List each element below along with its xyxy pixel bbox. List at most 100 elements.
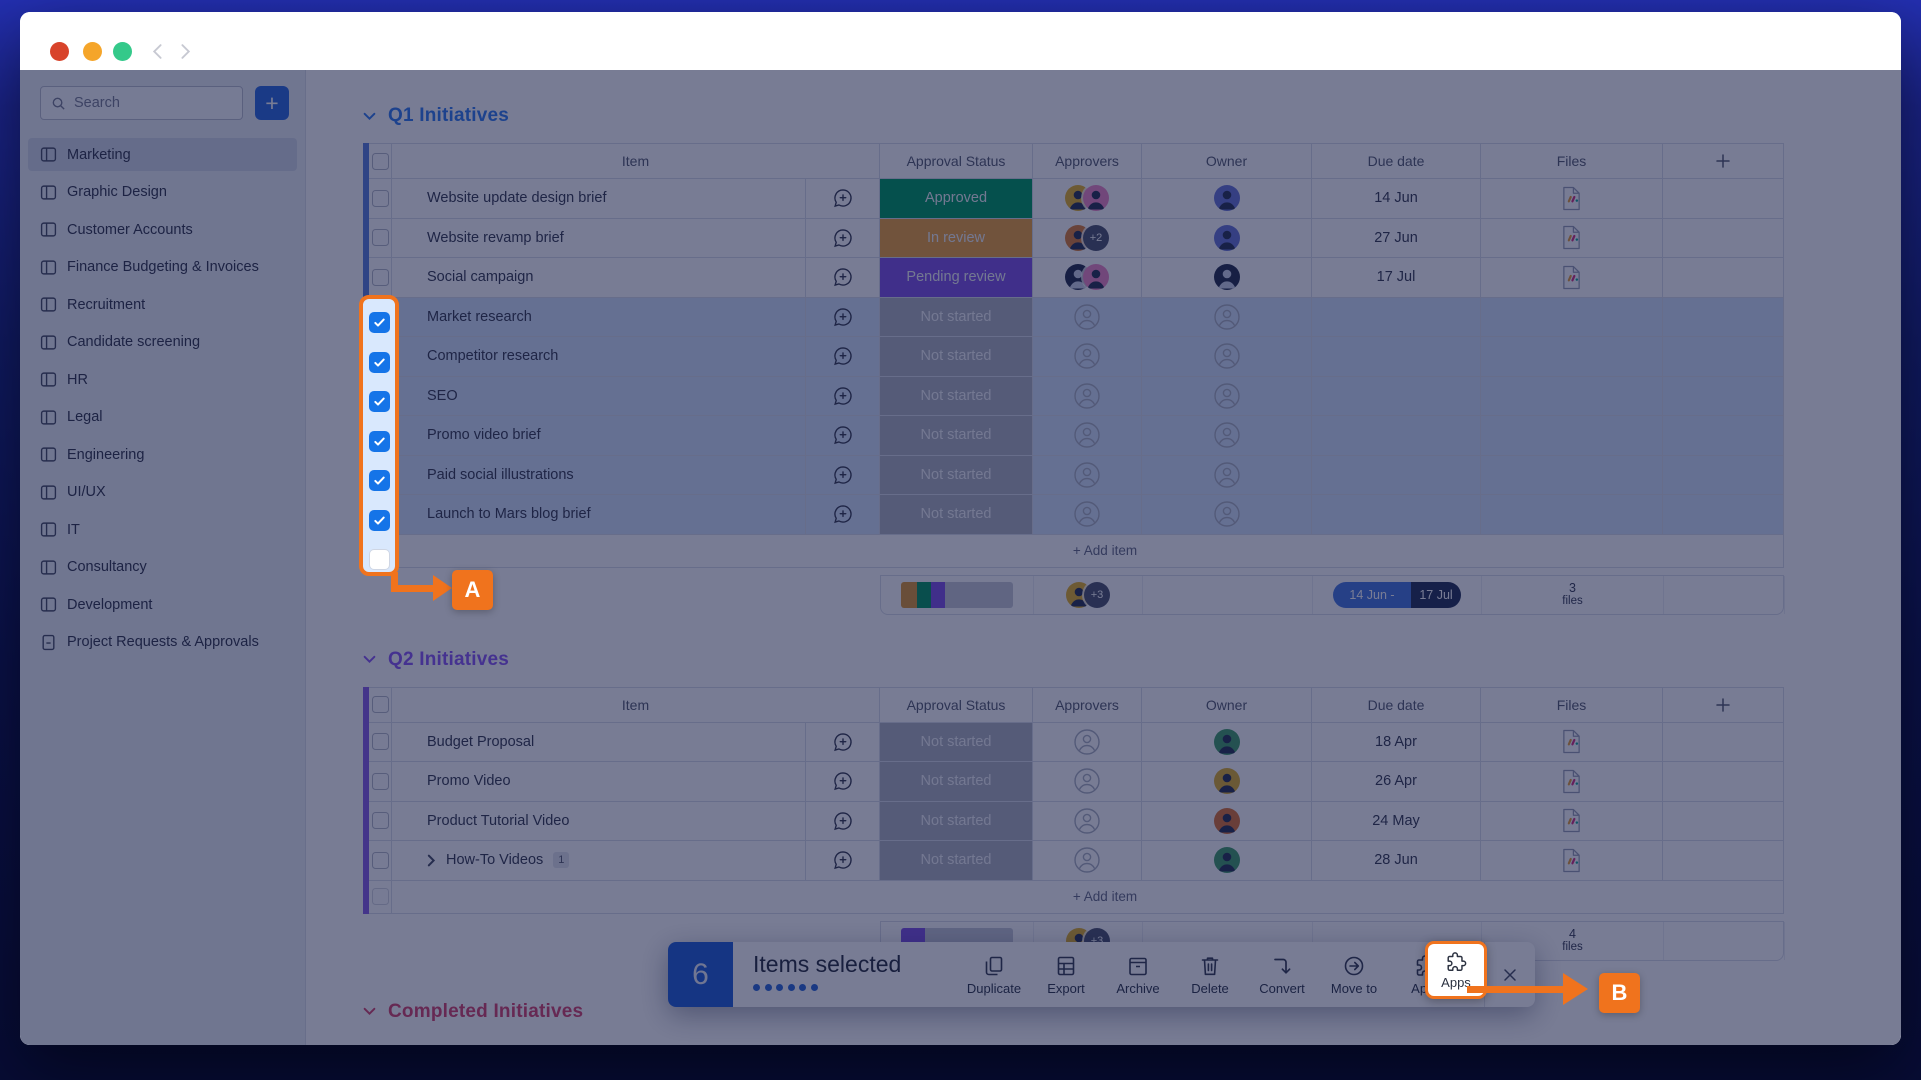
duplicate-button[interactable]: Duplicate: [961, 954, 1027, 996]
sidebar-item-recruitment[interactable]: Recruitment: [28, 288, 297, 321]
approvers-cell[interactable]: [1033, 801, 1142, 841]
add-update-cell[interactable]: [806, 722, 880, 762]
approval-status-cell[interactable]: Not started: [880, 495, 1033, 535]
add-update-cell[interactable]: [806, 218, 880, 258]
approvers-cell[interactable]: [1033, 841, 1142, 881]
archive-button[interactable]: Archive: [1105, 954, 1171, 996]
due-date-cell[interactable]: [1312, 376, 1481, 416]
sidebar-item-engineering[interactable]: Engineering: [28, 438, 297, 471]
column-header-due-date[interactable]: Due date: [1312, 686, 1481, 723]
approvers-cell[interactable]: [1033, 179, 1142, 219]
add-item-row[interactable]: + Add item: [369, 880, 1784, 914]
approvers-cell[interactable]: [1033, 258, 1142, 298]
table-row[interactable]: Launch to Mars blog brief Not started: [369, 495, 1784, 535]
expand-chevron-icon[interactable]: [427, 854, 436, 867]
collapse-group-icon[interactable]: [363, 1007, 376, 1016]
files-cell[interactable]: [1481, 337, 1663, 377]
sidebar-item-graphic-design[interactable]: Graphic Design: [28, 176, 297, 209]
files-cell[interactable]: [1481, 179, 1663, 219]
owner-cell[interactable]: [1142, 297, 1312, 337]
column-header-due-date[interactable]: Due date: [1312, 143, 1481, 179]
sidebar-item-hr[interactable]: HR: [28, 363, 297, 396]
approval-status-cell[interactable]: In review: [880, 218, 1033, 258]
table-row[interactable]: Promo video brief Not started: [369, 416, 1784, 456]
owner-cell[interactable]: [1142, 258, 1312, 298]
add-update-cell[interactable]: [806, 179, 880, 219]
row-checkbox[interactable]: [371, 812, 389, 830]
due-date-cell[interactable]: [1312, 297, 1481, 337]
close-traffic-light[interactable]: [50, 42, 69, 61]
minimize-traffic-light[interactable]: [83, 42, 102, 61]
table-row[interactable]: Competitor research Not started: [369, 337, 1784, 377]
approval-status-cell[interactable]: Not started: [880, 297, 1033, 337]
row-checkbox-checked[interactable]: [368, 430, 390, 452]
owner-cell[interactable]: [1142, 801, 1312, 841]
add-update-cell[interactable]: [806, 376, 880, 416]
row-checkbox[interactable]: [371, 733, 389, 751]
owner-cell[interactable]: [1142, 179, 1312, 219]
empty-person-icon[interactable]: [1074, 304, 1100, 330]
item-name-cell[interactable]: Paid social illustrations: [392, 455, 806, 495]
avatar[interactable]: [1213, 768, 1240, 795]
sidebar-item-consultancy[interactable]: Consultancy: [28, 551, 297, 584]
collapse-group-icon[interactable]: [363, 112, 376, 121]
add-item-label[interactable]: + Add item: [392, 880, 1784, 914]
column-header-files[interactable]: Files: [1481, 143, 1663, 179]
move-to-button[interactable]: Move to: [1321, 954, 1387, 996]
table-row[interactable]: Social campaign Pending review 17 Jul: [369, 258, 1784, 298]
avatar[interactable]: [1213, 185, 1240, 212]
approval-status-cell[interactable]: Pending review: [880, 258, 1033, 298]
column-header-item[interactable]: Item: [392, 143, 880, 179]
files-cell[interactable]: [1481, 258, 1663, 298]
owner-cell[interactable]: [1142, 722, 1312, 762]
due-date-cell[interactable]: [1312, 455, 1481, 495]
approval-status-cell[interactable]: Not started: [880, 762, 1033, 802]
files-cell[interactable]: [1481, 762, 1663, 802]
item-name-cell[interactable]: Launch to Mars blog brief: [392, 495, 806, 535]
approval-status-cell[interactable]: Not started: [880, 337, 1033, 377]
row-checkbox[interactable]: [371, 851, 389, 869]
empty-person-icon[interactable]: [1074, 462, 1100, 488]
empty-person-icon[interactable]: [1213, 462, 1240, 488]
table-row[interactable]: Paid social illustrations Not started: [369, 455, 1784, 495]
due-date-cell[interactable]: 17 Jul: [1312, 258, 1481, 298]
avatar[interactable]: [1083, 185, 1109, 212]
summary-due-range-cell[interactable]: 14 Jun -17 Jul: [1313, 575, 1482, 614]
column-header-approvers[interactable]: Approvers: [1033, 143, 1142, 179]
approval-status-cell[interactable]: Not started: [880, 722, 1033, 762]
close-toolbar-button[interactable]: [1484, 942, 1535, 1007]
due-date-cell[interactable]: 14 Jun: [1312, 179, 1481, 219]
table-row[interactable]: Website update design brief Approved 14 …: [369, 179, 1784, 219]
item-name-cell[interactable]: Competitor research: [392, 337, 806, 377]
summary-approvers-cell[interactable]: +3: [1034, 575, 1143, 614]
add-board-button[interactable]: +: [255, 86, 289, 120]
due-date-cell[interactable]: 18 Apr: [1312, 722, 1481, 762]
approvers-cell[interactable]: [1033, 495, 1142, 535]
empty-person-icon[interactable]: [1074, 808, 1100, 834]
row-checkbox-unchecked[interactable]: [368, 549, 390, 570]
collapse-group-icon[interactable]: [363, 655, 376, 664]
row-checkbox-checked[interactable]: [368, 391, 390, 412]
table-row[interactable]: How-To Videos 1 Not started 28 Jun: [369, 841, 1784, 881]
files-cell[interactable]: [1481, 801, 1663, 841]
approvers-cell[interactable]: [1033, 376, 1142, 416]
sidebar-item-customer-accounts[interactable]: Customer Accounts: [28, 213, 297, 246]
approvers-cell[interactable]: +2: [1033, 218, 1142, 258]
column-header-owner[interactable]: Owner: [1142, 143, 1312, 179]
item-name-cell[interactable]: Website revamp brief: [392, 218, 806, 258]
avatar[interactable]: [1213, 807, 1240, 834]
empty-person-icon[interactable]: [1213, 304, 1240, 330]
item-name-cell[interactable]: Promo Video: [392, 762, 806, 802]
approval-status-cell[interactable]: Not started: [880, 376, 1033, 416]
sidebar-item-marketing[interactable]: Marketing: [28, 138, 297, 171]
add-update-cell[interactable]: [806, 495, 880, 535]
approval-status-cell[interactable]: Not started: [880, 841, 1033, 881]
due-date-cell[interactable]: 24 May: [1312, 801, 1481, 841]
add-update-cell[interactable]: [806, 801, 880, 841]
row-checkbox-checked[interactable]: [368, 509, 390, 531]
item-name-cell[interactable]: Website update design brief: [392, 179, 806, 219]
owner-cell[interactable]: [1142, 495, 1312, 535]
owner-cell[interactable]: [1142, 337, 1312, 377]
empty-person-icon[interactable]: [1213, 383, 1240, 409]
sidebar-item-project-requests-approvals[interactable]: Project Requests & Approvals: [28, 626, 297, 659]
